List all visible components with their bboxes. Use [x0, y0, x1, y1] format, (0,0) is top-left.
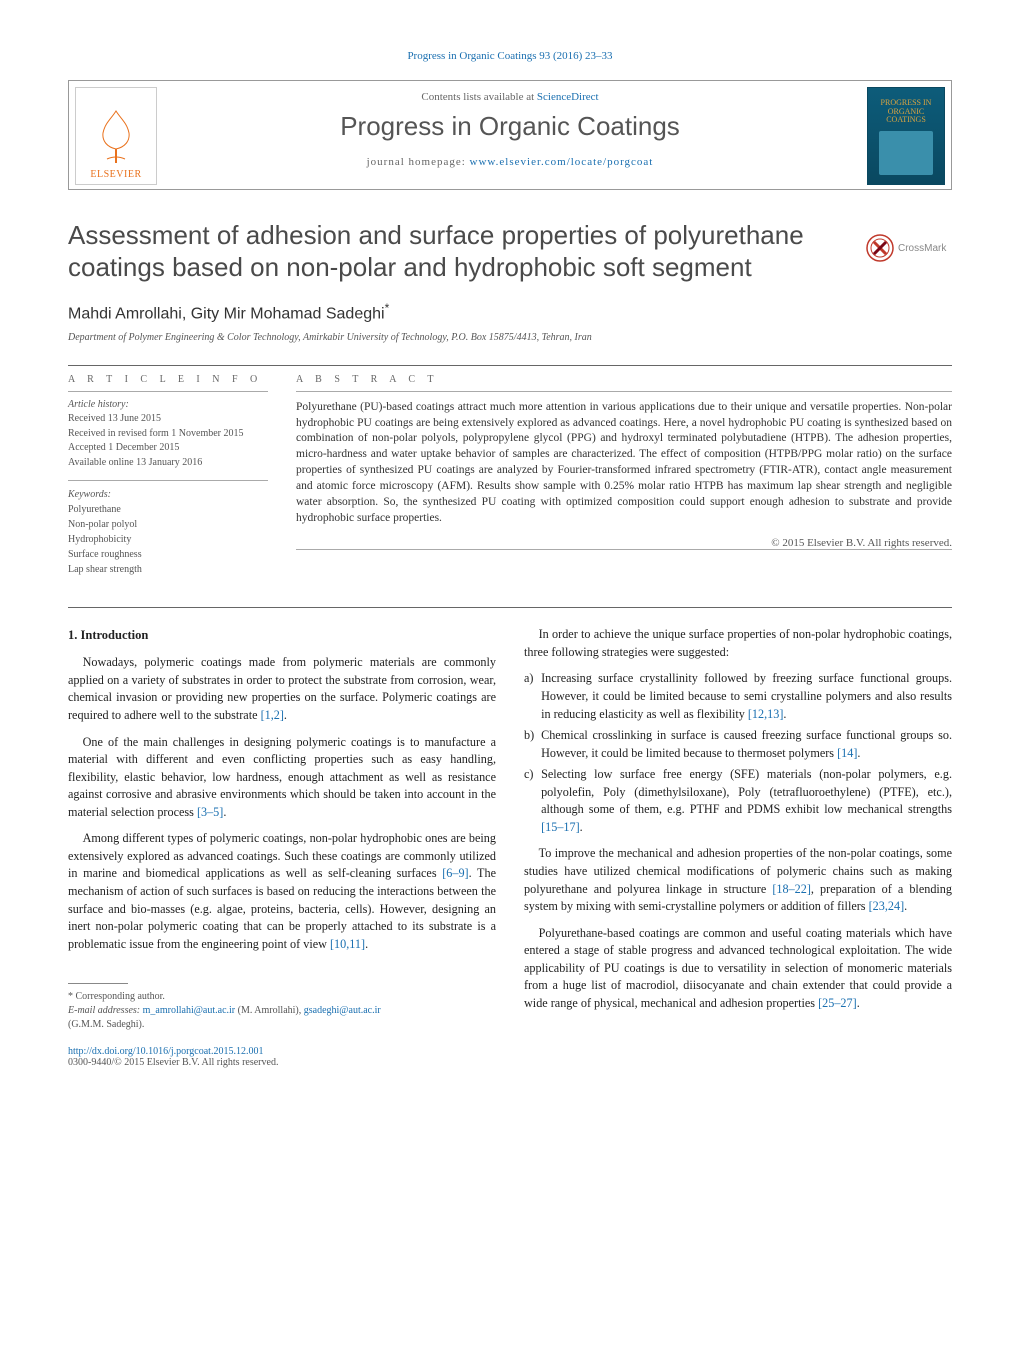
- para: In order to achieve the unique surface p…: [524, 626, 952, 661]
- journal-header: ELSEVIER Contents lists available at Sci…: [68, 80, 952, 190]
- cite-link[interactable]: [14]: [837, 746, 857, 760]
- cover-text: PROGRESS IN ORGANIC COATINGS: [879, 97, 934, 127]
- doi-link[interactable]: http://dx.doi.org/10.1016/j.porgcoat.201…: [68, 1046, 263, 1057]
- list-item: c)Selecting low surface free energy (SFE…: [541, 766, 952, 836]
- cite-link[interactable]: [1,2]: [261, 708, 284, 722]
- abstract-head: a b s t r a c t: [296, 366, 952, 391]
- para: Polyurethane-based coatings are common a…: [524, 925, 952, 1013]
- authors: Mahdi Amrollahi, Gity Mir Mohamad Sadegh…: [68, 301, 952, 323]
- para: Nowadays, polymeric coatings made from p…: [68, 654, 496, 724]
- list-item: b)Chemical crosslinking in surface is ca…: [541, 727, 952, 762]
- bottom-bar: http://dx.doi.org/10.1016/j.porgcoat.201…: [68, 1046, 952, 1068]
- cite-link[interactable]: [25–27]: [818, 996, 857, 1010]
- abstract-text: Polyurethane (PU)-based coatings attract…: [296, 392, 952, 533]
- cite-link[interactable]: [15–17]: [541, 820, 580, 834]
- body-col-right: In order to achieve the unique surface p…: [524, 626, 952, 1032]
- journal-ref-top: Progress in Organic Coatings 93 (2016) 2…: [68, 50, 952, 62]
- abstract-copyright: © 2015 Elsevier B.V. All rights reserved…: [296, 533, 952, 549]
- cite-link[interactable]: [10,11]: [330, 937, 365, 951]
- cite-link[interactable]: [18–22]: [772, 882, 811, 896]
- cover-image-placeholder: [879, 131, 933, 175]
- body-col-left: 1. Introduction Nowadays, polymeric coat…: [68, 626, 496, 1032]
- para: One of the main challenges in designing …: [68, 734, 496, 822]
- affiliation: Department of Polymer Engineering & Colo…: [68, 332, 952, 343]
- cite-link[interactable]: [12,13]: [748, 707, 784, 721]
- para: Among different types of polymeric coati…: [68, 830, 496, 953]
- para: To improve the mechanical and adhesion p…: [524, 845, 952, 915]
- elsevier-brand-text: ELSEVIER: [90, 169, 141, 180]
- contents-prefix: Contents lists available at: [421, 91, 536, 103]
- journal-homepage: journal homepage: www.elsevier.com/locat…: [169, 156, 851, 168]
- article-info-head: a r t i c l e i n f o: [68, 366, 268, 391]
- footnote-separator: [68, 983, 128, 984]
- footnotes: * Corresponding author. E-mail addresses…: [68, 990, 496, 1032]
- email-link[interactable]: m_amrollahi@aut.ac.ir: [143, 1005, 236, 1016]
- contents-lists-line: Contents lists available at ScienceDirec…: [169, 91, 851, 103]
- sciencedirect-link[interactable]: ScienceDirect: [537, 91, 599, 103]
- email-link[interactable]: gsadeghi@aut.ac.ir: [304, 1005, 381, 1016]
- strategy-list: a)Increasing surface crystallinity follo…: [524, 670, 952, 836]
- keywords-block: Keywords: Polyurethane Non-polar polyol …: [68, 480, 268, 577]
- journal-name: Progress in Organic Coatings: [169, 111, 851, 142]
- article-history: Article history: Received 13 June 2015 R…: [68, 398, 268, 481]
- crossmark-icon: [866, 234, 894, 262]
- homepage-link[interactable]: www.elsevier.com/locate/porgcoat: [470, 156, 654, 168]
- cite-link[interactable]: [3–5]: [197, 805, 223, 819]
- crossmark-label: CrossMark: [898, 243, 946, 254]
- list-item: a)Increasing surface crystallinity follo…: [541, 670, 952, 723]
- homepage-prefix: journal homepage:: [367, 156, 470, 168]
- crossmark-badge[interactable]: CrossMark: [866, 224, 952, 272]
- section-1-title: 1. Introduction: [68, 626, 496, 644]
- cite-link[interactable]: [6–9]: [442, 866, 468, 880]
- cite-link[interactable]: [23,24]: [869, 899, 905, 913]
- elsevier-logo: ELSEVIER: [75, 87, 157, 185]
- journal-cover-thumb: PROGRESS IN ORGANIC COATINGS: [867, 87, 945, 185]
- paper-title: Assessment of adhesion and surface prope…: [68, 220, 952, 283]
- elsevier-tree-icon: [93, 109, 139, 165]
